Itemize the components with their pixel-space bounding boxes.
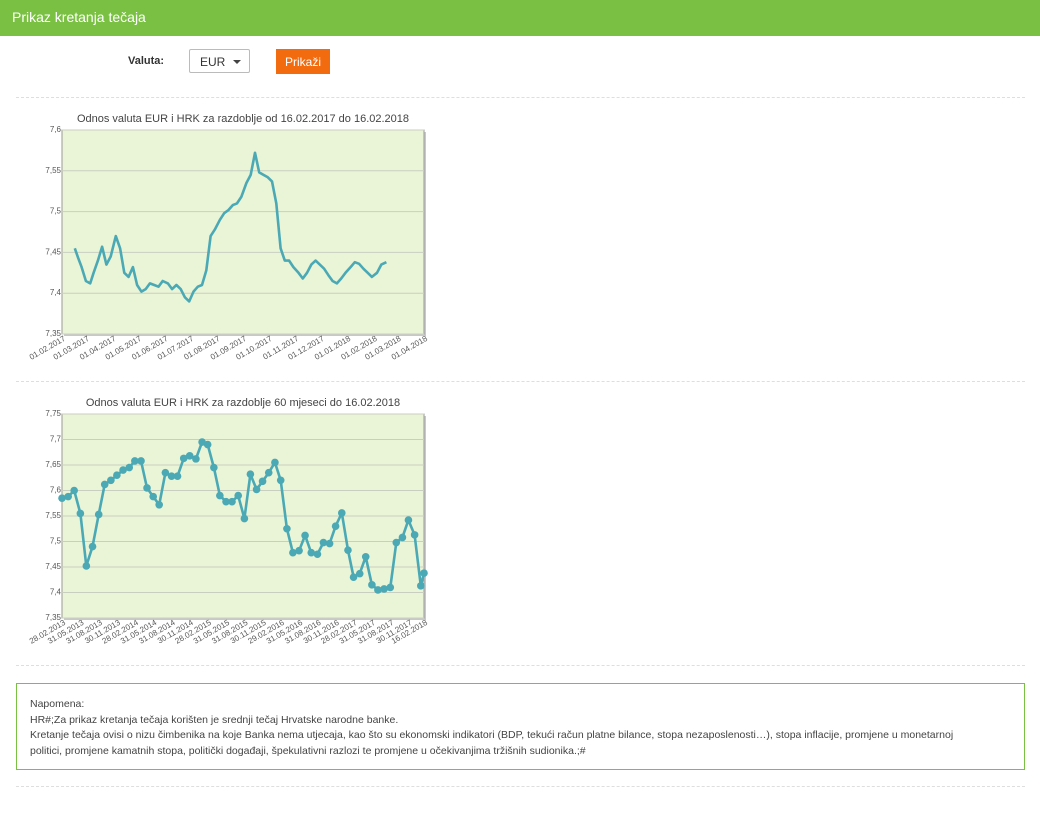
note-line: HR#;Za prikaz kretanja tečaja korišten j… [30, 713, 399, 726]
y-axis: 7,35 7,4 7,45 7,5 7,55 7,6 7,65 7,7 7,75 [45, 409, 61, 622]
y-tick-label: 7,4 [50, 288, 62, 297]
data-point [307, 548, 316, 557]
data-point [313, 550, 322, 559]
currency-select[interactable]: EUR [189, 49, 250, 73]
data-point [301, 531, 309, 540]
y-tick-label: 7,55 [45, 511, 61, 520]
data-point [355, 569, 364, 578]
y-tick-label: 7,45 [45, 247, 61, 256]
y-tick-label: 7,75 [45, 409, 61, 418]
data-point [88, 542, 97, 551]
data-point [368, 581, 376, 589]
data-point [76, 509, 85, 518]
y-tick-label: 7,5 [50, 537, 62, 546]
divider [16, 381, 1025, 382]
currency-select-value: EUR [200, 55, 226, 69]
exchange-rate-chart-60m: Odnos valuta EUR i HRK za razdoblje 60 m… [28, 397, 430, 646]
data-point [210, 463, 218, 472]
y-tick-label: 7,45 [45, 562, 61, 571]
data-point [337, 509, 346, 517]
divider [16, 665, 1025, 666]
data-point [113, 471, 121, 479]
data-point [361, 553, 370, 561]
data-point [417, 582, 425, 590]
y-tick-label: 7,65 [45, 460, 61, 469]
data-point [380, 585, 388, 593]
data-point [246, 470, 255, 478]
data-point [64, 492, 72, 501]
data-point [82, 562, 91, 570]
data-point [94, 510, 103, 519]
data-point [185, 452, 194, 460]
data-point [295, 546, 303, 555]
data-point [192, 455, 200, 463]
chevron-down-icon [233, 60, 241, 64]
data-point [155, 500, 163, 509]
data-point [276, 476, 285, 485]
data-point [125, 463, 134, 472]
y-tick-label: 7,35 [45, 613, 61, 622]
data-point [167, 472, 176, 481]
note-line: politici, promjene kamatnih stopa, polit… [30, 744, 586, 757]
data-point [119, 466, 127, 474]
page-title: Prikaz kretanja tečaja [12, 9, 146, 25]
data-point [258, 477, 267, 486]
series-line [73, 151, 387, 303]
data-point [149, 492, 157, 501]
y-tick-label: 7,55 [45, 166, 61, 175]
data-point [107, 476, 115, 485]
data-point [331, 522, 340, 530]
data-point [234, 491, 243, 500]
data-point [70, 486, 78, 495]
data-point [173, 472, 182, 481]
data-point [252, 485, 261, 494]
chart-title: Odnos valuta EUR i HRK za razdoblje od 1… [77, 113, 409, 125]
plot-area [61, 129, 425, 335]
divider [16, 97, 1025, 98]
data-point [240, 514, 249, 523]
data-point [374, 586, 382, 594]
data-point [137, 457, 145, 465]
data-point [283, 524, 291, 533]
data-point [100, 480, 109, 489]
data-point [386, 583, 395, 592]
divider [16, 786, 1025, 787]
chart-title: Odnos valuta EUR i HRK za razdoblje 60 m… [86, 397, 400, 409]
data-point [392, 538, 401, 547]
data-point [404, 516, 413, 524]
y-axis: 7,35 7,4 7,45 7,5 7,55 7,6 [45, 125, 61, 338]
note-box: Napomena: HR#;Za prikaz kretanja tečaja … [16, 683, 1025, 770]
data-point [203, 440, 212, 449]
data-point [289, 548, 297, 557]
page-header: Prikaz kretanja tečaja [0, 0, 1040, 36]
data-point [222, 497, 230, 506]
currency-label: Valuta: [128, 55, 165, 67]
y-tick-label: 7,6 [50, 125, 62, 134]
data-point [410, 531, 419, 539]
show-button[interactable]: Prikaži [276, 49, 330, 74]
data-point [349, 573, 358, 581]
data-point [179, 454, 188, 463]
data-point [420, 569, 428, 577]
y-tick-label: 7,35 [45, 329, 61, 338]
data-point [143, 484, 151, 492]
data-point [161, 468, 170, 477]
data-point [319, 538, 328, 547]
data-point [58, 494, 66, 502]
data-point [228, 497, 236, 506]
y-tick-label: 7,6 [50, 486, 62, 495]
note-line: Kretanje tečaja ovisi o nizu čimbenika n… [30, 729, 954, 741]
data-point [325, 539, 334, 548]
exchange-rate-chart-1y: Odnos valuta EUR i HRK za razdoblje od 1… [28, 113, 430, 362]
y-tick-label: 7,4 [50, 588, 62, 597]
y-tick-label: 7,7 [50, 435, 62, 444]
data-point [271, 458, 279, 467]
data-point [131, 457, 139, 465]
data-point [344, 546, 352, 554]
data-point [264, 468, 273, 477]
data-point [398, 533, 407, 542]
data-point [216, 491, 224, 500]
y-tick-label: 7,5 [50, 207, 62, 216]
note-heading: Napomena: [30, 698, 85, 710]
